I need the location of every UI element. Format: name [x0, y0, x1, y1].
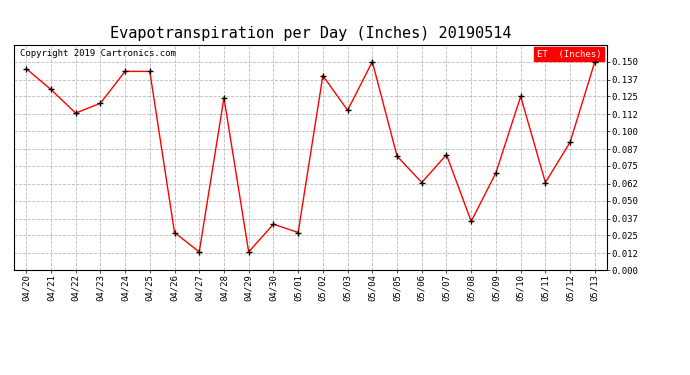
Title: Evapotranspiration per Day (Inches) 20190514: Evapotranspiration per Day (Inches) 2019…: [110, 26, 511, 41]
Text: Copyright 2019 Cartronics.com: Copyright 2019 Cartronics.com: [20, 50, 176, 58]
Text: ET  (Inches): ET (Inches): [537, 50, 601, 58]
